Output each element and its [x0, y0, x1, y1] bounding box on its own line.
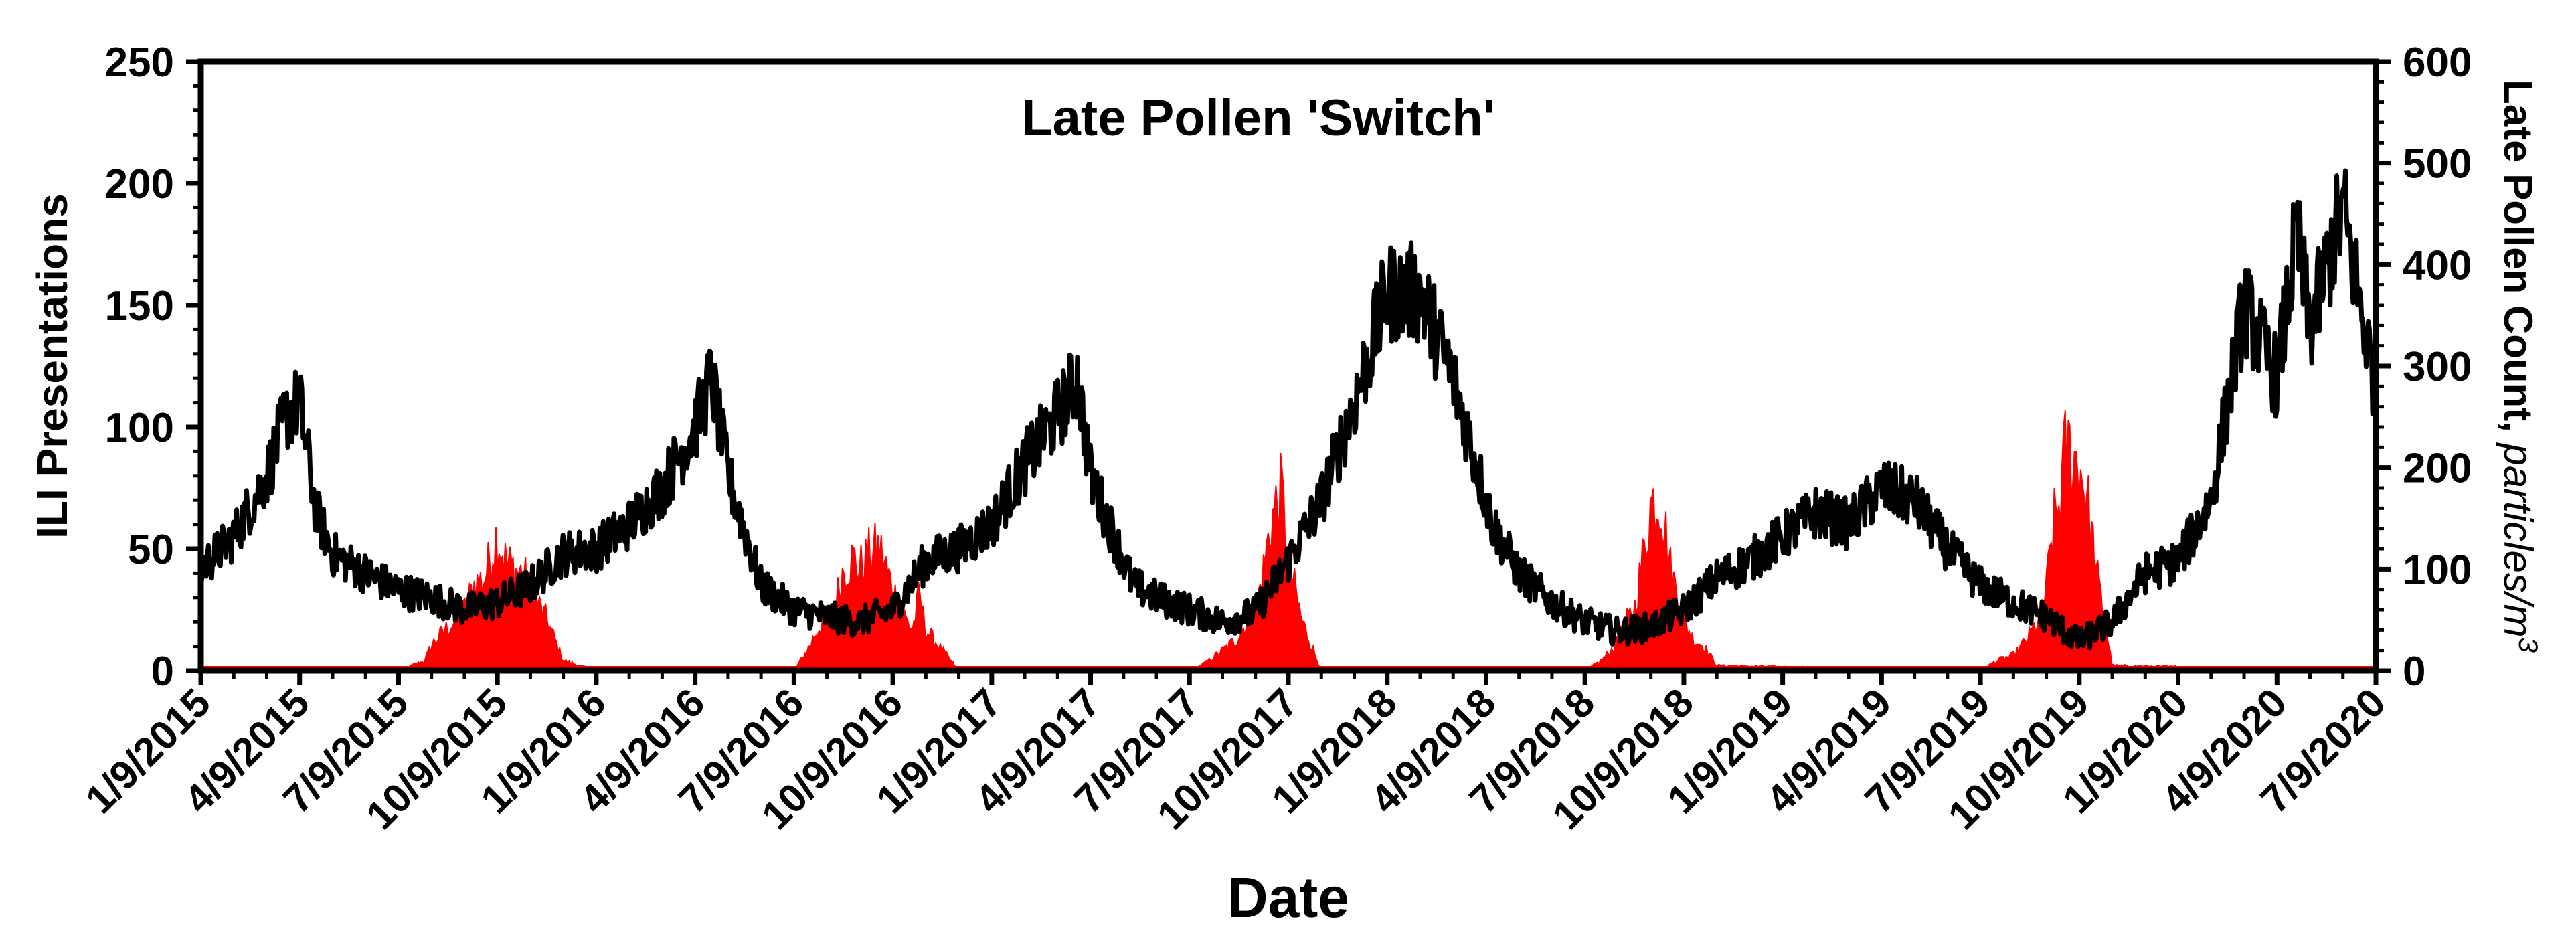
y-left-tick-label: 150	[105, 283, 174, 329]
left-y-axis: 0 50 100 150 200 250	[105, 39, 201, 695]
series-ili-presentations	[198, 168, 2379, 651]
y-axis-right-title-main: Late Pollen Count,	[2496, 80, 2541, 443]
y-right-tick-label: 100	[2403, 547, 2472, 593]
y-right-tick-label: 0	[2403, 649, 2425, 695]
y-axis-left-title: ILI Presentations	[28, 193, 76, 539]
y-axis-right-title-unit: particles/m	[2496, 442, 2541, 638]
y-left-tick-label: 100	[105, 405, 174, 451]
y-axis-right-title: Late Pollen Count, particles/m3	[2496, 80, 2543, 653]
y-right-tick-label: 400	[2403, 242, 2472, 288]
y-right-tick-label: 300	[2403, 344, 2472, 390]
x-axis-title: Date	[1227, 866, 1349, 929]
y-left-tick-label: 50	[128, 527, 174, 573]
y-right-tick-label: 600	[2403, 39, 2472, 86]
y-left-tick-label: 250	[105, 39, 174, 86]
y-left-tick-label: 200	[105, 161, 174, 207]
y-axis-right-title-exponent: 3	[2513, 638, 2543, 653]
y-right-tick-label: 500	[2403, 141, 2472, 187]
y-left-tick-label: 0	[151, 649, 174, 695]
right-y-axis: 0 100 200 300 400 500 600	[2376, 39, 2472, 695]
chart-title: Late Pollen 'Switch'	[1021, 90, 1495, 147]
y-right-tick-label: 200	[2403, 446, 2472, 492]
